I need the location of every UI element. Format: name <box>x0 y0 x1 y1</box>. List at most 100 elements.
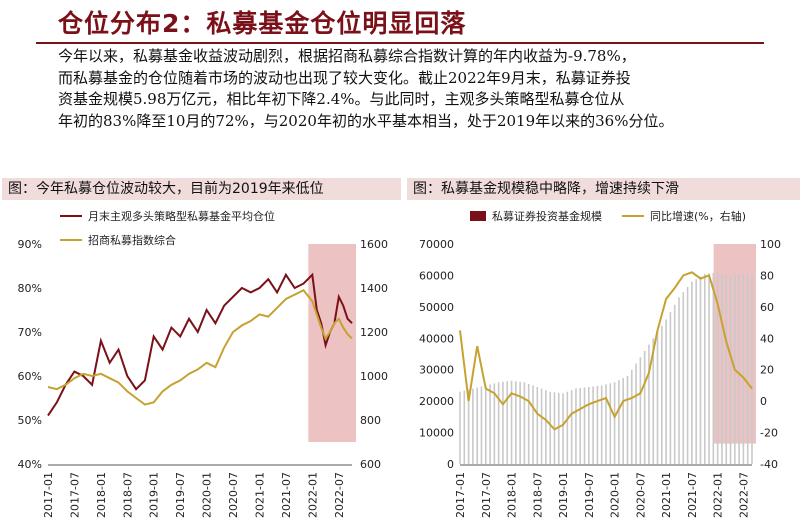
x-tick-label: 2021-01 <box>660 472 673 518</box>
x-tick-label: 2020-01 <box>201 472 214 518</box>
y-right-tick-label: 40 <box>760 332 774 345</box>
bar <box>669 312 672 464</box>
bar <box>673 304 676 464</box>
bar <box>678 297 680 464</box>
y-right-tick-label: -40 <box>760 458 778 471</box>
bar <box>738 274 740 464</box>
bar <box>643 350 646 464</box>
page-title: 仓位分布2：私募基金仓位明显回落 <box>58 9 467 38</box>
bar <box>523 382 526 464</box>
title-divider <box>36 42 764 44</box>
bar <box>618 380 620 464</box>
bar <box>648 344 650 464</box>
y-right-tick-label: 800 <box>360 414 381 427</box>
x-tick-label: 2021-07 <box>686 472 699 518</box>
bar <box>489 384 491 464</box>
x-tick-label: 2018-07 <box>121 472 134 518</box>
x-tick-label: 2017-01 <box>42 472 55 518</box>
bar <box>686 286 689 464</box>
bar <box>497 382 500 464</box>
bar <box>639 357 642 464</box>
x-tick-label: 2020-07 <box>634 472 647 518</box>
series-line <box>47 272 353 417</box>
bar <box>695 279 697 464</box>
bar <box>583 387 586 464</box>
charts-canvas: 40%50%60%70%80%90%6008001000120014001600… <box>18 209 781 518</box>
bar <box>703 273 706 464</box>
y-right-tick-label: 1400 <box>360 282 388 295</box>
legend-swatch <box>470 211 486 221</box>
x-tick-label: 2021-07 <box>280 472 293 518</box>
bar <box>656 332 659 464</box>
y-right-tick-label: 1600 <box>360 238 388 251</box>
legend-label: 同比增速(%，右轴) <box>650 209 746 223</box>
bar <box>463 390 466 464</box>
x-tick-label: 2017-07 <box>68 472 81 518</box>
bar <box>532 385 534 464</box>
y-right-tick-label: 20 <box>760 364 774 377</box>
bar <box>549 391 551 464</box>
y-right-tick-label: 0 <box>760 395 767 408</box>
y-left-tick-label: 90% <box>18 238 42 251</box>
bar <box>536 387 539 464</box>
bar <box>480 386 483 464</box>
bar <box>682 292 685 464</box>
x-tick-label: 2018-07 <box>531 472 544 518</box>
y-left-tick-label: 0 <box>447 458 454 471</box>
bar <box>691 281 693 464</box>
bar <box>652 338 655 464</box>
x-tick-label: 2022-01 <box>712 472 725 518</box>
y-right-tick-label: 60 <box>760 301 774 314</box>
bar <box>596 385 599 464</box>
y-left-tick-label: 70000 <box>419 238 454 251</box>
bar <box>751 276 753 464</box>
bar <box>476 387 478 464</box>
bar <box>622 378 624 464</box>
bar <box>579 388 582 464</box>
left-chart-title: 图：今年私募仓位波动较大，目前为2019年来低位 <box>2 178 401 200</box>
bar <box>515 381 517 464</box>
y-left-tick-label: 80% <box>18 282 42 295</box>
bar <box>588 387 590 464</box>
y-left-tick-label: 60% <box>18 370 42 383</box>
right-chart-title: 图：私募基金规模稳中略降，增速持续下滑 <box>407 178 800 200</box>
x-tick-label: 2019-07 <box>583 472 596 518</box>
x-tick-label: 2022-07 <box>333 472 346 518</box>
bar <box>570 390 573 464</box>
bar <box>661 325 663 464</box>
bar <box>467 389 470 464</box>
bar <box>592 386 594 464</box>
y-left-tick-label: 20000 <box>419 395 454 408</box>
bar <box>459 391 461 464</box>
x-tick-label: 2020-07 <box>227 472 240 518</box>
y-left-tick-label: 40000 <box>419 332 454 345</box>
bar <box>484 385 487 464</box>
y-left-tick-label: 70% <box>18 326 42 339</box>
bar <box>510 380 513 464</box>
bar <box>600 385 603 464</box>
bar <box>502 381 504 464</box>
bar <box>540 388 543 464</box>
bar <box>566 391 569 464</box>
bar <box>519 381 521 464</box>
legend-label: 私募证券投资基金规模 <box>492 209 602 223</box>
bar <box>746 274 749 464</box>
y-right-tick-label: -20 <box>760 427 778 440</box>
bar <box>527 383 530 464</box>
x-tick-label: 2018-01 <box>95 472 108 518</box>
bar <box>545 390 547 464</box>
x-tick-label: 2017-01 <box>454 472 467 518</box>
bar <box>493 383 496 464</box>
bar <box>575 388 577 464</box>
y-left-tick-label: 60000 <box>419 269 454 282</box>
x-tick-label: 2022-07 <box>737 472 750 518</box>
bar <box>712 272 715 464</box>
x-tick-label: 2022-01 <box>306 472 319 518</box>
highlight-band <box>308 244 356 442</box>
bar <box>605 384 607 464</box>
bar <box>665 319 667 464</box>
legend-label: 招商私募指数综合 <box>88 233 176 247</box>
y-left-tick-label: 40% <box>18 458 42 471</box>
bar <box>699 276 702 464</box>
bar <box>609 383 612 464</box>
